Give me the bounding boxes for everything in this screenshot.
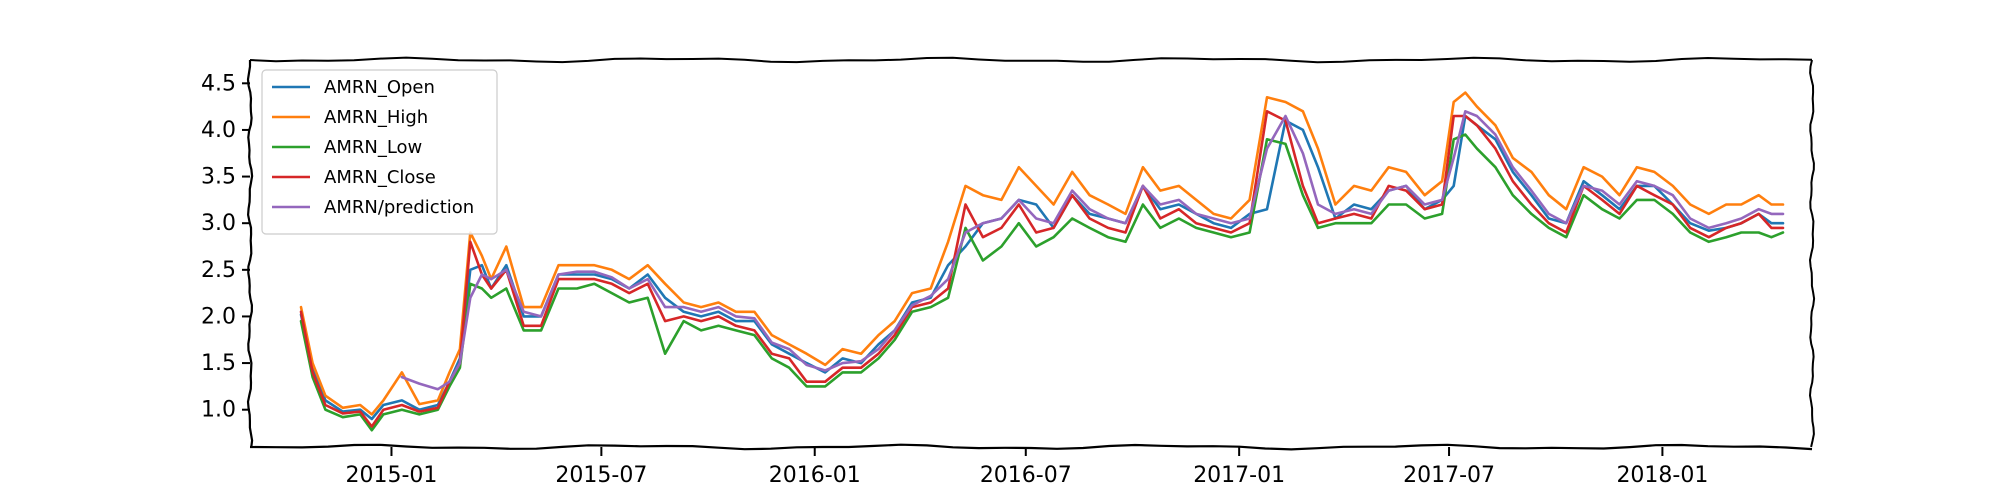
x-tick-label: 2016-01: [769, 463, 861, 488]
legend-label: AMRN_High: [324, 107, 428, 128]
frame-left: [246, 60, 254, 448]
series-line-2: [299, 133, 1785, 432]
y-tick-label: 2.5: [201, 258, 236, 283]
y-tick-label: 2.0: [201, 304, 236, 329]
plot-frame: [246, 56, 1816, 451]
y-axis: 1.0 1.5 2.0 2.5 3.0 3.5 4.0 4.5: [201, 71, 250, 423]
x-tick-label: 2017-07: [1403, 463, 1495, 488]
series-layer: [299, 91, 1785, 432]
x-tick-label: 2015-01: [346, 463, 438, 488]
y-tick-label: 3.5: [201, 165, 236, 190]
y-tick-label: 1.0: [201, 398, 236, 423]
legend-label: AMRN_Low: [324, 137, 422, 158]
y-tick-label: 4.0: [201, 118, 236, 143]
series-line-0: [299, 114, 1785, 421]
legend-label: AMRN_Close: [324, 167, 436, 188]
series-line-1: [299, 91, 1785, 416]
frame-bottom: [249, 443, 1813, 451]
legend-box: [261, 69, 498, 235]
y-tick-label: 3.0: [201, 211, 236, 236]
frame-right: [1808, 59, 1816, 448]
legend: AMRN_Open AMRN_High AMRN_Low AMRN_Close AMRN…: [261, 69, 498, 235]
y-tick-label: 1.5: [201, 351, 236, 376]
x-tick-label: 2017-01: [1193, 463, 1285, 488]
x-axis: 2015-01 2015-07 2016-01 2016-07 2017-01 2017-…: [346, 447, 1708, 488]
y-tick-label: 4.5: [201, 71, 236, 96]
x-tick-label: 2015-07: [555, 463, 647, 488]
x-tick-label: 2016-07: [980, 463, 1072, 488]
x-tick-label: 2018-01: [1616, 463, 1708, 488]
series-line-4: [400, 110, 1785, 391]
frame-top: [249, 56, 1813, 64]
legend-label: AMRN_Open: [324, 77, 435, 98]
legend-label: AMRN/prediction: [324, 197, 474, 218]
series-line-3: [299, 110, 1785, 428]
